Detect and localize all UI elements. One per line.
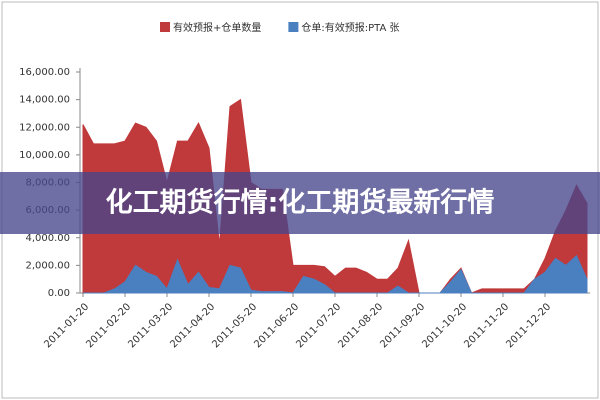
y-tick-label: 2,000.00 xyxy=(25,260,70,271)
y-tick-label: 12,000.00 xyxy=(19,122,70,133)
banner-text: 化工期货行情:化工期货最新行情 xyxy=(106,187,495,219)
legend: 有效预报+仓单数量 仓单:有效预报:PTA 张 xyxy=(160,21,400,34)
y-tick-label: 16,000.00 xyxy=(19,67,70,78)
legend-swatch xyxy=(288,22,299,32)
y-tick-label: 14,000.00 xyxy=(19,95,70,106)
y-tick-label: 0.00 xyxy=(48,288,70,299)
y-tick-label: 4,000.00 xyxy=(25,233,70,244)
area xyxy=(83,254,588,294)
legend-swatch xyxy=(160,22,170,32)
legend-label: 仓单:有效预报:PTA 张 xyxy=(301,21,399,34)
legend-label: 有效预报+仓单数量 xyxy=(173,21,261,34)
area xyxy=(82,98,588,294)
banner-band xyxy=(0,172,600,234)
x-tick-label: 2011-12-20 xyxy=(504,301,553,350)
y-tick-label: 10,000.00 xyxy=(19,150,70,161)
